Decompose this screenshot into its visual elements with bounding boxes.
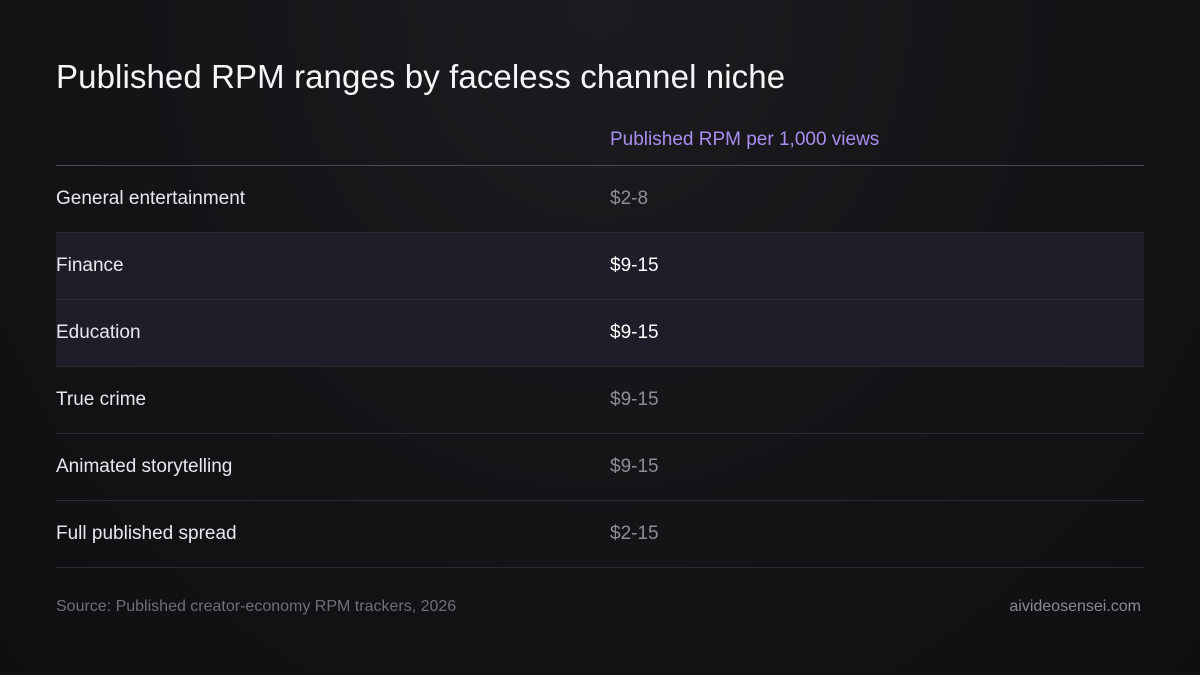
niche-label: General entertainment: [56, 188, 246, 209]
table-row: Education $9-15: [56, 300, 1144, 367]
site-credit: aivideosensei.com: [1009, 598, 1141, 615]
rpm-value: $2-15: [610, 523, 659, 544]
niche-label: Full published spread: [56, 523, 237, 544]
rpm-value: $9-15: [610, 255, 659, 276]
niche-label: Animated storytelling: [56, 456, 233, 477]
rpm-table: Published RPM per 1,000 views General en…: [56, 117, 1144, 568]
niche-label: Finance: [56, 255, 124, 276]
table-row: Full published spread $2-15: [56, 501, 1144, 568]
table-row: Finance $9-15: [56, 233, 1144, 300]
table-row: Animated storytelling $9-15: [56, 434, 1144, 501]
table-row: General entertainment $2-8: [56, 166, 1144, 233]
rpm-value: $9-15: [610, 322, 659, 343]
table-body: General entertainment $2-8 Finance $9-15 Edu…: [56, 166, 1144, 568]
niche-label: Education: [56, 322, 141, 343]
rpm-value: $9-15: [610, 389, 659, 410]
rpm-column-header: Published RPM per 1,000 views: [610, 129, 880, 150]
rpm-value: $9-15: [610, 456, 659, 477]
source-note: Source: Published creator-economy RPM tr…: [56, 598, 457, 615]
table-header-row: Published RPM per 1,000 views: [56, 117, 1144, 166]
chart-title: Published RPM ranges by faceless channel…: [56, 58, 786, 95]
niche-label: True crime: [56, 389, 147, 410]
table-row: True crime $9-15: [56, 367, 1144, 434]
rpm-value: $2-8: [610, 188, 649, 209]
